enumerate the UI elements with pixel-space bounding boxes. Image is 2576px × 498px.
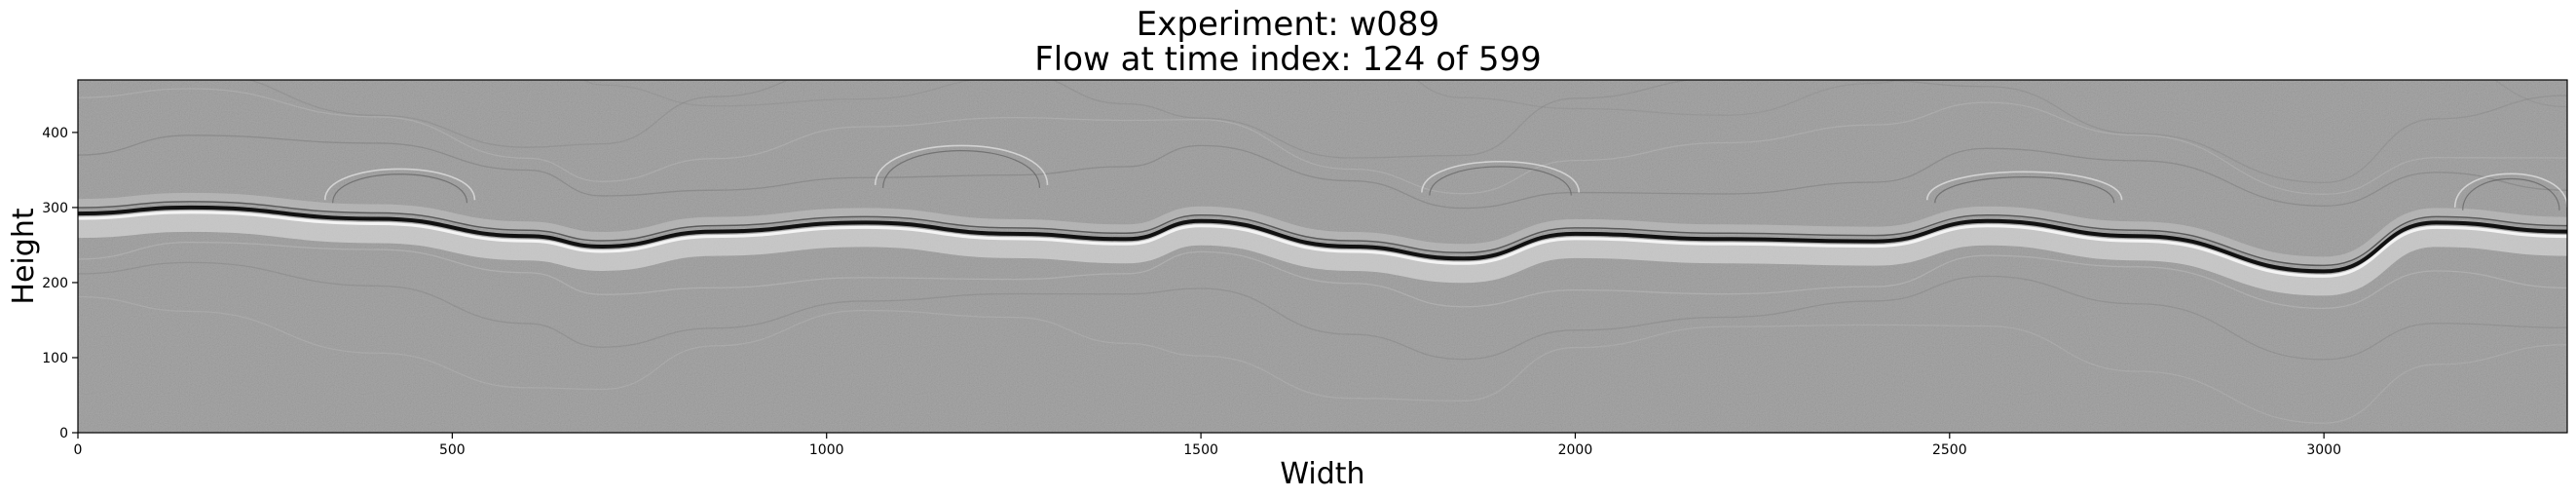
billow-arc: [2453, 172, 2567, 208]
x-tick-label: 2000: [1558, 442, 1593, 458]
y-axis-ticks: 0 100 200 300 400: [42, 126, 78, 441]
x-tick-label: 500: [439, 442, 466, 458]
plot-area: [77, 79, 2568, 434]
billow-arc: [323, 168, 476, 201]
billow-arc-inner: [882, 150, 1041, 188]
x-tick-label: 1000: [809, 442, 844, 458]
x-tick-label: 2500: [1932, 442, 1967, 458]
interface-dark-line: [78, 205, 2567, 274]
x-tick-label: 1500: [1183, 442, 1218, 458]
x-tick-label: 3000: [2306, 442, 2341, 458]
x-tick-label: 0: [74, 442, 83, 458]
interface-upper-band: [78, 192, 2567, 267]
billow-arc: [1421, 160, 1581, 193]
flow-filament: [78, 242, 2567, 310]
billow-arc: [874, 144, 1049, 185]
x-axis-label: Width: [1280, 457, 1364, 491]
plot-frame: [77, 79, 2568, 434]
chart-title: Experiment: w089: [1136, 5, 1440, 44]
y-tick-label: 300: [42, 201, 68, 216]
flow-filament: [247, 80, 2567, 184]
billow-arc-inner: [1429, 166, 1572, 196]
y-tick-label: 100: [42, 351, 68, 366]
interface-shadow-line: [78, 201, 2567, 267]
interface-bright-line: [78, 211, 2567, 278]
y-axis-label: Height: [7, 208, 41, 304]
interface-light-band: [78, 210, 2567, 296]
y-tick-label: 0: [59, 426, 68, 441]
flow-filament: [78, 295, 2567, 424]
flow-filament: [78, 261, 2567, 361]
chart-subtitle: Flow at time index: 124 of 599: [1034, 40, 1542, 79]
flow-filament: [78, 88, 2567, 195]
x-axis-ticks: 0 500 1000 1500 2000 2500 3000: [74, 433, 2341, 458]
billow-arc-inner: [2462, 177, 2560, 211]
y-tick-label: 400: [42, 126, 68, 141]
flow-layer: [78, 80, 2567, 424]
flow-filament: [78, 134, 2567, 210]
billow-arc-inner: [332, 173, 468, 204]
billow-arc: [1925, 171, 2123, 201]
billow-arc-inner: [1934, 176, 2115, 204]
y-tick-label: 200: [42, 276, 68, 291]
